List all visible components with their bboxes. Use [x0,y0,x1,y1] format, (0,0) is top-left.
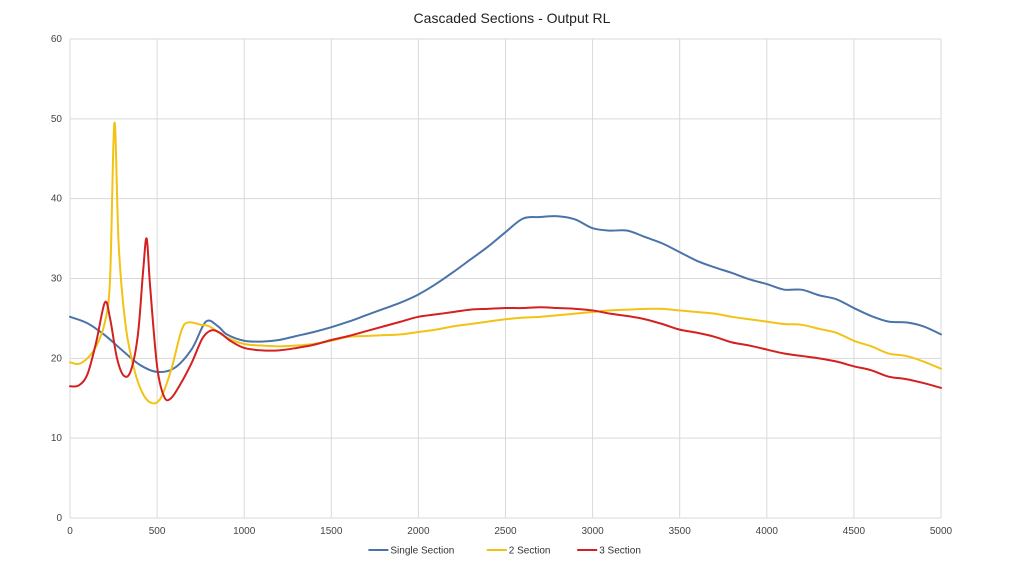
x-tick-label: 4500 [843,526,866,537]
legend-label-3-section: 3 Section [599,546,641,557]
x-tick-label: 4000 [756,526,779,537]
y-tick-label: 30 [51,274,63,285]
grid [69,38,942,519]
x-tick-label: 0 [67,526,73,537]
series-3-section [69,237,942,402]
y-tick-label: 0 [56,513,62,524]
series-single-section [69,215,942,374]
x-axis-ticks: 0 500 1000 1500 2000 2500 3000 3500 4000 4500 5000 [67,526,952,537]
y-axis-ticks: 0 10 20 30 40 50 60 [51,34,63,524]
legend-label-single-section: Single Section [390,546,454,557]
series-lines [69,121,942,405]
y-tick-label: 20 [51,353,63,364]
y-tick-label: 40 [51,194,63,205]
y-tick-label: 10 [51,433,63,444]
y-tick-label: 50 [51,114,63,125]
x-tick-label: 5000 [930,526,953,537]
y-tick-label: 60 [51,34,63,45]
x-tick-label: 1500 [320,526,343,537]
chart-title: Cascaded Sections - Output RL [414,10,611,26]
x-tick-label: 2000 [407,526,430,537]
series-2-section [69,121,942,405]
legend-label-2-section: 2 Section [509,546,551,557]
x-tick-label: 500 [149,526,166,537]
x-tick-label: 3000 [581,526,604,537]
x-tick-label: 1000 [233,526,256,537]
x-tick-label: 2500 [494,526,517,537]
x-tick-label: 3500 [669,526,692,537]
legend: Single Section 2 Section 3 Section [368,546,641,557]
